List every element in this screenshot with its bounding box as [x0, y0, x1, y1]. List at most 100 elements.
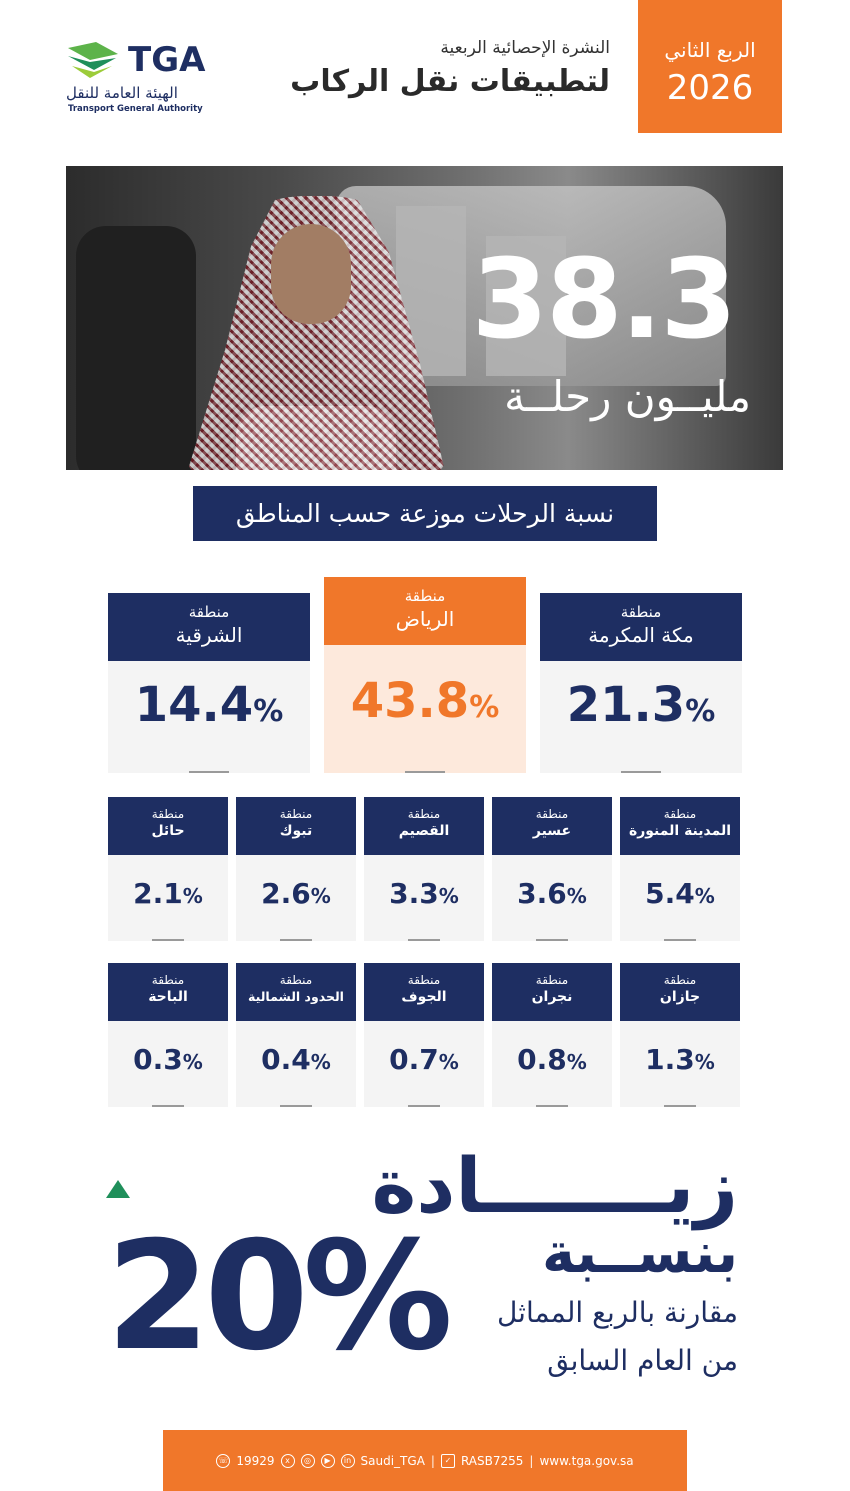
region-prefix: منطقة — [279, 807, 313, 821]
region-name: القصيم — [398, 823, 450, 839]
tga-logo: TGA الهيئة العامة للنقل Transport Genera… — [66, 38, 206, 120]
car-seat — [76, 226, 196, 470]
bulletin-title: لتطبيقات نقل الركاب — [290, 64, 610, 99]
youtube-icon[interactable]: ▶ — [320, 1453, 335, 1468]
region-name: عسير — [532, 823, 572, 839]
passenger-face — [271, 224, 351, 324]
region-value: 3.3% — [389, 877, 459, 910]
region-header: منطقة مكة المكرمة — [540, 593, 742, 661]
region-name: تبوك — [279, 823, 313, 839]
divider — [664, 939, 696, 941]
divider — [152, 1105, 184, 1107]
region-header: منطقة عسير — [492, 797, 612, 855]
region-value: 21.3% — [566, 677, 716, 733]
quarter-label: الربع الثاني — [664, 38, 756, 62]
region-card-asir: منطقة عسير 3.6% — [492, 797, 612, 941]
increase-percent: 20% — [106, 1210, 453, 1384]
region-card-najran: منطقة نجران 0.8% — [492, 963, 612, 1107]
tga-emblem-icon — [68, 42, 118, 78]
region-prefix: منطقة — [535, 807, 569, 821]
region-prefix: منطقة — [188, 603, 230, 621]
region-card-hail: منطقة حائل 2.1% — [108, 797, 228, 941]
increase-rate-word: بنســبة — [542, 1221, 738, 1286]
region-card-jouf: منطقة الجوف 0.7% — [364, 963, 484, 1107]
section-title: نسبة الرحلات موزعة حسب المناطق — [193, 486, 657, 541]
region-value: 0.7% — [389, 1043, 459, 1076]
rasb-icon: ✓ — [440, 1453, 455, 1468]
footer-handle[interactable]: Saudi_TGA — [360, 1453, 425, 1468]
region-card-riyadh: منطقة الرياض 43.8% — [324, 577, 526, 773]
region-value: 5.4% — [645, 877, 715, 910]
region-card-tabuk: منطقة تبوك 2.6% — [236, 797, 356, 941]
region-prefix: منطقة — [535, 973, 569, 987]
region-header: منطقة تبوك — [236, 797, 356, 855]
logo-abbr: TGA — [128, 40, 206, 80]
region-prefix: منطقة — [663, 973, 697, 987]
region-prefix: منطقة — [620, 603, 662, 621]
region-value: 3.6% — [517, 877, 587, 910]
region-name: المدينة المنورة — [628, 823, 732, 839]
footer-phone[interactable]: 19929 — [236, 1453, 275, 1468]
divider — [189, 771, 229, 773]
region-prefix: منطقة — [407, 973, 441, 987]
region-name: الباحة — [148, 989, 188, 1005]
quarter-year: 2026 — [666, 68, 754, 108]
divider — [536, 1105, 568, 1107]
region-prefix: منطقة — [279, 973, 313, 987]
footer-separator: | — [430, 1453, 435, 1468]
divider — [536, 939, 568, 941]
total-trips-unit: مليــون رحلــة — [504, 372, 751, 421]
region-name: مكة المكرمة — [588, 623, 694, 647]
region-value: 1.3% — [645, 1043, 715, 1076]
region-name: جازان — [659, 989, 701, 1005]
divider — [405, 771, 445, 773]
region-name: نجران — [531, 989, 573, 1005]
footer-separator: | — [529, 1453, 534, 1468]
region-value: 2.1% — [133, 877, 203, 910]
region-header: منطقة الشرقية — [108, 593, 310, 661]
divider — [408, 939, 440, 941]
region-card-makkah: منطقة مكة المكرمة 21.3% — [540, 593, 742, 773]
region-header: منطقة المدينة المنورة — [620, 797, 740, 855]
region-header: منطقة الجوف — [364, 963, 484, 1021]
trend-up-icon — [106, 1180, 130, 1198]
footer-rasb: RASB7255 — [460, 1453, 524, 1468]
logo-english-name: Transport General Authority — [68, 104, 203, 114]
region-name: الحدود الشمالية — [248, 989, 344, 1004]
linkedin-icon[interactable]: in — [340, 1453, 355, 1468]
region-card-northern-borders: منطقة الحدود الشمالية 0.4% — [236, 963, 356, 1107]
region-name: الشرقية — [175, 623, 243, 647]
divider — [280, 939, 312, 941]
instagram-icon[interactable]: ◎ — [300, 1453, 315, 1468]
region-value: 0.8% — [517, 1043, 587, 1076]
divider — [408, 1105, 440, 1107]
region-header: منطقة جازان — [620, 963, 740, 1021]
region-prefix: منطقة — [151, 973, 185, 987]
region-value: 0.3% — [133, 1043, 203, 1076]
region-value: 14.4% — [134, 677, 284, 733]
increase-comparison-line2: من العام السابق — [547, 1344, 738, 1377]
phone-icon: ☏ — [216, 1453, 231, 1468]
region-card-jazan: منطقة جازان 1.3% — [620, 963, 740, 1107]
region-card-madinah: منطقة المدينة المنورة 5.4% — [620, 797, 740, 941]
region-value: 0.4% — [261, 1043, 331, 1076]
footer-website[interactable]: www.tga.gov.sa — [539, 1453, 634, 1468]
region-name: الجوف — [401, 989, 447, 1005]
region-value: 2.6% — [261, 877, 331, 910]
building — [486, 236, 566, 376]
region-value: 43.8% — [350, 673, 500, 729]
increase-comparison-line1: مقارنة بالربع المماثل — [496, 1296, 738, 1329]
region-name: حائل — [151, 823, 185, 839]
region-card-qassim: منطقة القصيم 3.3% — [364, 797, 484, 941]
x-icon[interactable]: x — [280, 1453, 295, 1468]
divider — [152, 939, 184, 941]
region-prefix: منطقة — [407, 807, 441, 821]
region-header: منطقة نجران — [492, 963, 612, 1021]
increase-word: زيـــــــادة — [371, 1141, 738, 1230]
region-header: منطقة حائل — [108, 797, 228, 855]
logo-arabic-name: الهيئة العامة للنقل — [66, 84, 178, 102]
region-prefix: منطقة — [151, 807, 185, 821]
region-name: الرياض — [395, 607, 455, 631]
region-header: منطقة الرياض — [324, 577, 526, 645]
footer-bar: ☏ 19929 x ◎ ▶ in Saudi_TGA | ✓ RASB7255 … — [163, 1430, 687, 1491]
